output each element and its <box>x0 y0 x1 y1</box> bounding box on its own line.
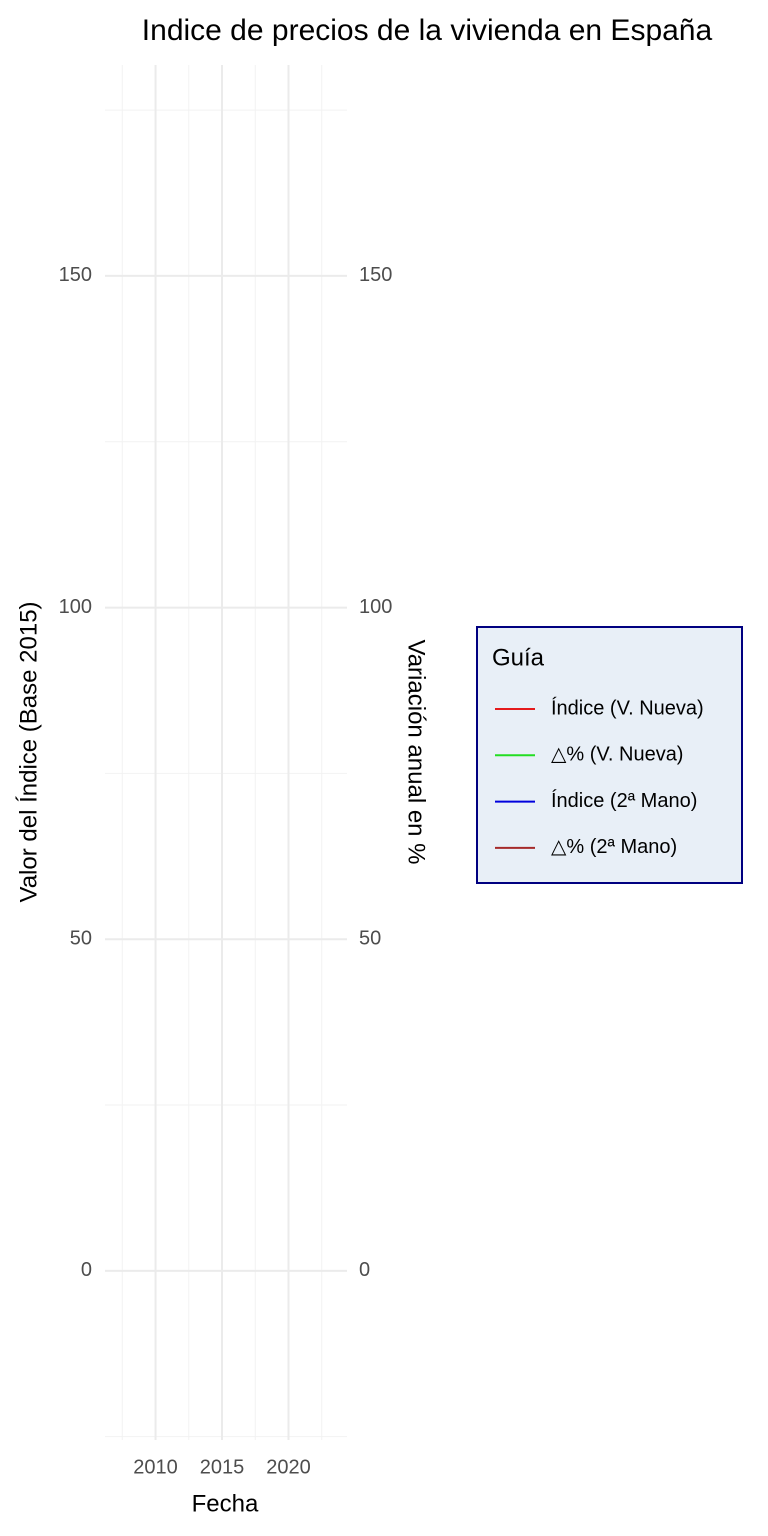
legend-label: Índice (2ª Mano) <box>551 789 697 812</box>
y2-tick-label: 150 <box>359 264 392 286</box>
legend-label: △% (2ª Mano) <box>551 836 677 858</box>
y2-tick-label: 0 <box>359 1259 370 1281</box>
y2-axis-title: Variación anual en % <box>403 639 430 864</box>
plot-layer: 0 50 100 150 0 50 100 150 2010 2015 2020 <box>59 65 392 1478</box>
legend-label: Índice (V. Nueva) <box>551 696 704 719</box>
legend-title: Guía <box>492 644 545 671</box>
y2-tick-label: 50 <box>359 927 381 949</box>
y-tick-label: 100 <box>59 596 92 618</box>
x-tick-label: 2015 <box>200 1456 245 1478</box>
y-tick-label: 150 <box>59 264 92 286</box>
chart-title: Indice de precios de la vivienda en Espa… <box>142 14 713 47</box>
x-tick-label: 2010 <box>133 1456 178 1478</box>
y-axis-title: Valor del Índice (Base 2015) <box>15 601 42 902</box>
y-tick-label: 50 <box>70 927 92 949</box>
legend-label: △% (V. Nueva) <box>551 744 683 766</box>
x-axis-title: Fecha <box>192 1490 259 1517</box>
y-tick-label: 0 <box>81 1259 92 1281</box>
y2-tick-label: 100 <box>359 596 392 618</box>
x-tick-label: 2020 <box>266 1456 311 1478</box>
